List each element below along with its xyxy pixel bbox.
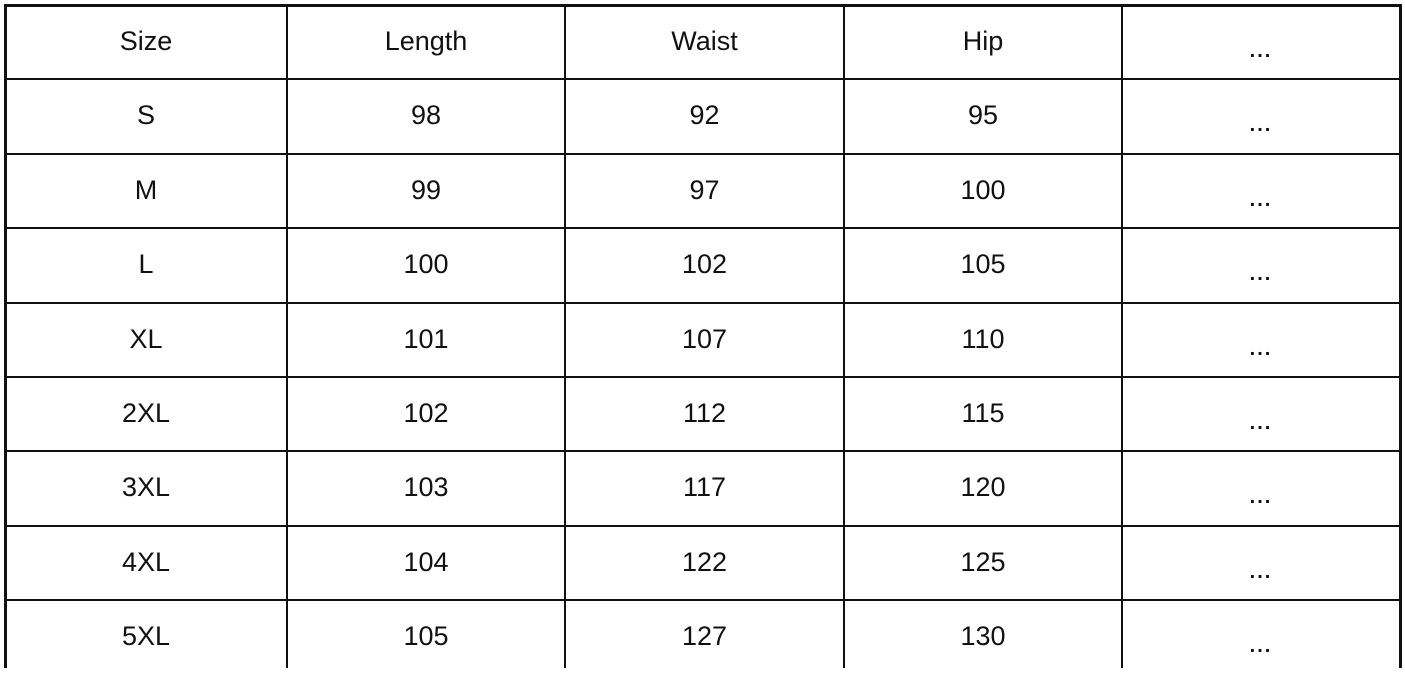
cell-more: ... xyxy=(1249,485,1273,508)
cell-size: L xyxy=(138,248,154,279)
column-divider xyxy=(1399,4,1402,668)
cell-more: ... xyxy=(1249,337,1273,360)
size-chart-table: Size Length Waist Hip... S 98 92 95... M 99 97 100.… xyxy=(4,4,1402,668)
row-divider xyxy=(5,376,1400,378)
row-divider xyxy=(5,4,1400,7)
cell-waist: 122 xyxy=(681,546,728,577)
column-divider xyxy=(564,4,566,668)
column-divider xyxy=(286,4,288,668)
column-divider xyxy=(4,4,7,668)
cell-length: 104 xyxy=(403,546,449,577)
cell-length: 100 xyxy=(403,248,449,279)
header-more: ... xyxy=(1249,39,1273,62)
header-length: Length xyxy=(384,25,468,56)
cell-length: 103 xyxy=(403,471,449,502)
cell-length: 99 xyxy=(410,174,442,205)
cell-length: 102 xyxy=(403,397,449,428)
cell-waist: 127 xyxy=(681,620,728,651)
cell-more: ... xyxy=(1249,634,1273,657)
cell-waist: 112 xyxy=(682,397,727,428)
cell-size: XL xyxy=(129,323,163,354)
cell-size: S xyxy=(136,99,155,130)
header-size: Size xyxy=(119,25,173,56)
cell-more: ... xyxy=(1249,560,1273,583)
cell-waist: 97 xyxy=(689,174,720,205)
cell-hip: 130 xyxy=(960,620,1006,651)
cell-more: ... xyxy=(1249,262,1273,285)
cell-more: ... xyxy=(1249,411,1273,434)
cell-length: 98 xyxy=(410,99,442,130)
row-divider xyxy=(5,525,1400,527)
cell-waist: 107 xyxy=(681,323,728,354)
row-divider xyxy=(5,227,1400,229)
cell-hip: 105 xyxy=(960,248,1006,279)
cell-length: 105 xyxy=(403,620,449,651)
cell-hip: 120 xyxy=(960,471,1006,502)
cell-size: 2XL xyxy=(121,397,171,428)
row-divider xyxy=(5,78,1400,80)
row-divider xyxy=(5,599,1400,601)
cell-waist: 92 xyxy=(689,99,720,130)
cell-waist: 102 xyxy=(681,248,728,279)
cell-hip: 95 xyxy=(967,99,999,130)
cell-hip: 110 xyxy=(961,323,1005,354)
cell-hip: 100 xyxy=(960,174,1006,205)
cell-hip: 115 xyxy=(961,397,1005,428)
cell-hip: 125 xyxy=(960,546,1006,577)
header-hip: Hip xyxy=(962,25,1004,56)
cell-size: M xyxy=(134,174,158,205)
row-divider xyxy=(5,153,1400,155)
column-divider xyxy=(1121,4,1123,668)
cell-more: ... xyxy=(1249,188,1273,211)
column-divider xyxy=(843,4,845,668)
cell-size: 5XL xyxy=(121,620,171,651)
cell-size: 3XL xyxy=(121,471,171,502)
row-divider xyxy=(5,450,1400,452)
cell-length: 101 xyxy=(403,323,449,354)
header-waist: Waist xyxy=(671,25,738,56)
cell-more: ... xyxy=(1249,113,1273,136)
row-divider xyxy=(5,302,1400,304)
cell-size: 4XL xyxy=(121,546,171,577)
cell-waist: 117 xyxy=(682,471,727,502)
